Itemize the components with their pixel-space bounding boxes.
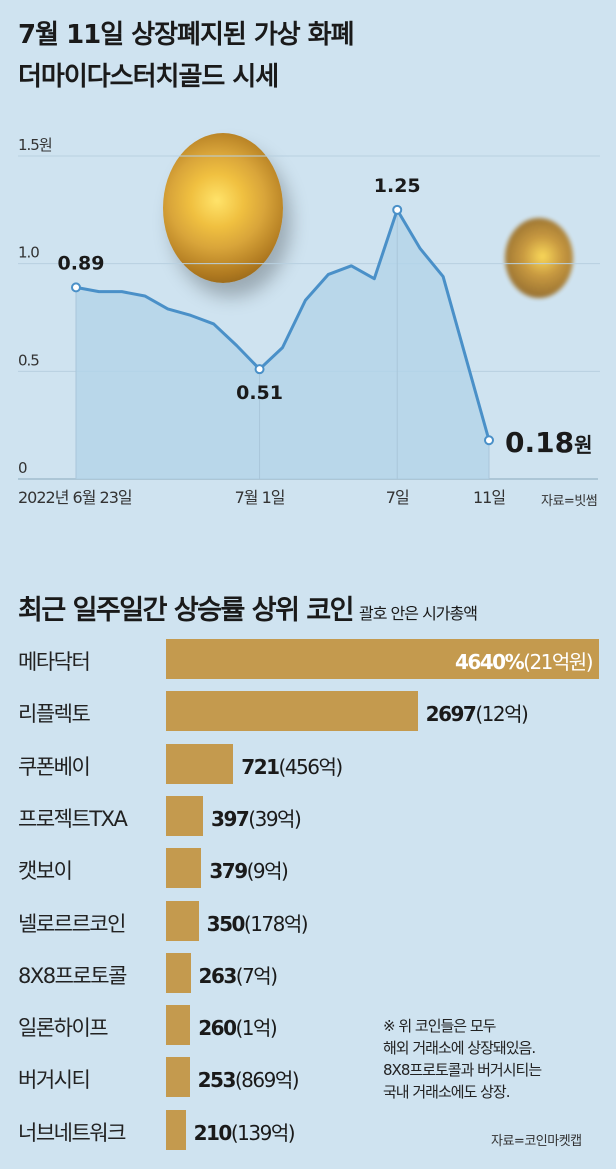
bar-label: 8X8프로토콜 — [18, 963, 127, 988]
y-tick-label: 1.5원 — [18, 136, 52, 154]
bar-row: 프로젝트TXA 397(39억) — [0, 795, 616, 836]
data-label: 1.25 — [374, 175, 421, 197]
data-point — [254, 364, 265, 375]
bar — [166, 795, 204, 836]
source-bithumb: 자료=빗썸 — [541, 494, 598, 509]
bar-label: 쿠폰베이 — [18, 754, 91, 779]
y-tick-label: 0 — [18, 459, 27, 477]
bar-row: 너브네트워크 210(139억) — [0, 1109, 616, 1150]
bar-value: 4640%(21억원) — [454, 650, 594, 674]
bar-label: 일론하이프 — [18, 1016, 109, 1041]
bar-row: 메타닥터 4640%(21억원) — [0, 639, 616, 679]
bar-value: 253(869억) — [197, 1068, 300, 1093]
bar-row: 쿠폰베이 721(456억) — [0, 743, 616, 784]
price-area — [76, 209, 489, 480]
title-line1: 7월 11일 상장폐지된 가상 화폐 — [18, 20, 355, 50]
bar-row: 버거시티 253(869억) — [0, 1057, 616, 1098]
coin-illustration-small — [505, 218, 573, 298]
bar-value: 379(9억) — [209, 859, 288, 884]
bar-value: 2697(12억) — [425, 702, 529, 727]
note-line: 8X8프로토콜과 버거시티는 — [383, 1061, 542, 1079]
price-line — [75, 208, 491, 441]
bar-row: 8X8프로토콜 263(7억) — [0, 952, 616, 993]
bar-value: 350(178억) — [206, 911, 309, 936]
price-line-chart: 0 0.5 1.0 1.5원 2022년 6월 23일 7월 1일 7일 11일 0.89 0.5… — [18, 136, 600, 507]
bar — [166, 639, 599, 679]
bar-label: 리플렉토 — [18, 702, 91, 727]
bar — [166, 691, 418, 732]
bar-label: 캣보이 — [18, 859, 73, 884]
x-tick-label: 11일 — [473, 488, 505, 507]
bar — [166, 848, 202, 889]
bar-label: 너브네트워크 — [18, 1120, 126, 1145]
bar-row: 리플렉토 2697(12억) — [0, 691, 616, 732]
bar — [166, 743, 234, 784]
bar-value: 260(1억) — [198, 1016, 277, 1041]
y-tick-label: 0.5 — [18, 351, 39, 369]
bar-row: 캣보이 379(9억) — [0, 848, 616, 889]
bar-value: 210(139억) — [193, 1120, 296, 1145]
bar-value: 263(7억) — [198, 963, 278, 988]
note-line: 국내 거래소에도 상장. — [383, 1083, 511, 1101]
x-tick-label: 7월 1일 — [235, 488, 285, 507]
section2-heading: 최근 일주일간 상승률 상위 코인 — [18, 595, 355, 626]
bar — [166, 1109, 186, 1150]
bar — [166, 1005, 191, 1046]
note-line: ※ 위 코인들은 모두 — [383, 1017, 496, 1035]
section2-subtitle: 괄호 안은 시가총액 — [359, 604, 478, 623]
bar — [166, 952, 191, 993]
section2-title: 최근 일주일간 상승률 상위 코인 괄호 안은 시가총액 — [18, 588, 478, 627]
bar-label: 넬로르르코인 — [18, 911, 126, 936]
note-line: 해외 거래소에 상장돼있음. — [383, 1039, 536, 1057]
bar-label: 메타닥터 — [18, 650, 91, 674]
source-coinmarketcap: 자료=코인마켓캡 — [491, 1134, 582, 1149]
x-tick-label: 7일 — [386, 488, 409, 507]
bar-value: 397(39억) — [211, 806, 302, 831]
x-tick-label: 2022년 6월 23일 — [18, 488, 132, 507]
data-label: 0.89 — [58, 252, 105, 274]
bar-value: 721(456억) — [241, 754, 343, 779]
data-point — [392, 204, 403, 215]
data-point — [484, 435, 494, 446]
data-point — [71, 282, 81, 293]
y-tick-label: 1.0 — [18, 244, 39, 262]
bar-label: 프로젝트TXA — [18, 806, 128, 831]
bar — [166, 1057, 190, 1098]
bar-row: 넬로르르코인 350(178억) — [0, 900, 616, 941]
bar-label: 버거시티 — [18, 1068, 91, 1093]
data-label: 0.18원 — [505, 426, 593, 459]
data-label: 0.51 — [236, 382, 283, 404]
footnote: ※ 위 코인들은 모두 해외 거래소에 상장돼있음. 8X8프로토콜과 버거시티… — [383, 1015, 542, 1103]
bar-row: 일론하이프 260(1억) — [0, 1005, 616, 1046]
bar — [166, 900, 199, 941]
title-line2: 더마이다스터치골드 시세 — [18, 62, 279, 92]
coin-illustration-large — [163, 133, 283, 283]
